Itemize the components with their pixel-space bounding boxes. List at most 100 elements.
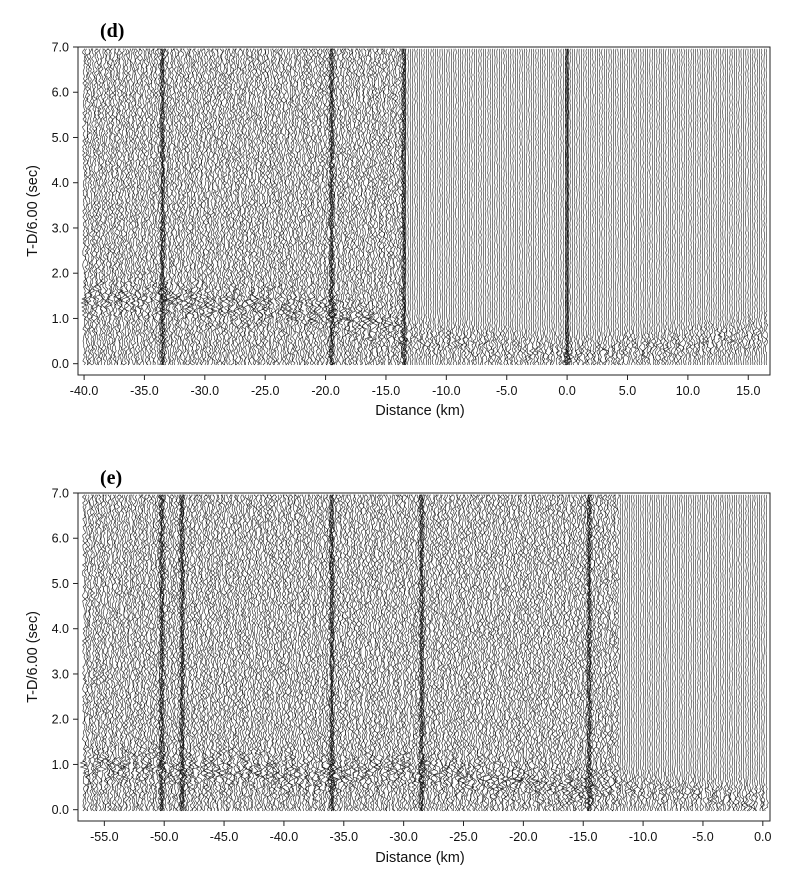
seismic-trace (729, 48, 735, 366)
seismic-trace (702, 48, 708, 366)
seismic-trace (723, 48, 728, 366)
seismic-trace (111, 494, 117, 812)
y-axis-title-d: T-D/6.00 (sec) (25, 165, 41, 257)
seismic-trace (492, 48, 497, 366)
seismic-trace (695, 48, 700, 366)
seismic-trace (681, 48, 687, 366)
seismic-trace (423, 494, 430, 812)
seismic-trace (265, 494, 274, 812)
seismic-trace (481, 494, 490, 812)
seismic-trace (167, 494, 175, 812)
seismic-trace (285, 494, 293, 812)
seismic-trace (762, 494, 766, 812)
seismic-trace (315, 494, 324, 812)
seismic-trace (257, 48, 266, 366)
seismic-trace (748, 494, 753, 812)
x-tick-label: -45.0 (210, 830, 239, 844)
seismic-trace (633, 494, 639, 812)
seismic-trace (507, 494, 515, 812)
seismic-trace (158, 494, 165, 812)
seismic-trace (209, 48, 218, 366)
seismic-trace (561, 494, 569, 812)
seismic-trace (661, 494, 666, 812)
seismic-trace (550, 494, 558, 812)
seismic-trace (105, 48, 113, 366)
seismic-trace (744, 494, 749, 812)
seismic-trace (118, 48, 124, 366)
seismic-trace (657, 494, 662, 812)
seismic-trace (150, 48, 155, 366)
seismic-trace (668, 48, 673, 366)
seismic-trace (140, 48, 146, 366)
seismic-trace (467, 48, 472, 366)
seismic-trace (369, 494, 378, 812)
seismic-trace (171, 48, 181, 366)
seismic-trace (419, 48, 425, 366)
seismic-trace (433, 48, 439, 366)
seismic-trace (539, 494, 546, 812)
seismic-trace (621, 494, 625, 812)
y-axis-title-e: T-D/6.00 (sec) (25, 611, 41, 703)
seismic-trace (423, 48, 429, 366)
seismic-trace (638, 494, 644, 812)
seismic-trace (145, 48, 151, 366)
seismic-trace (247, 494, 254, 812)
seismic-trace (449, 48, 453, 366)
seismic-trace (219, 48, 226, 366)
seismic-trace (273, 48, 280, 366)
seismic-trace (262, 48, 271, 366)
seismic-trace (373, 48, 380, 366)
seismic-trace (337, 48, 344, 366)
seismic-trace (570, 48, 575, 366)
seismic-trace (764, 48, 769, 366)
seismic-trace (375, 494, 382, 812)
seismic-trace (513, 48, 518, 366)
seismic-trace (111, 48, 118, 366)
seismic-trace (318, 48, 325, 366)
seismic-trace (437, 494, 444, 812)
seismic-trace (238, 48, 245, 366)
seismic-trace (106, 494, 115, 812)
x-tick-label: -35.0 (130, 384, 159, 398)
seismic-trace (711, 48, 716, 366)
seismic-trace (737, 48, 741, 366)
seismic-trace (348, 494, 355, 812)
seismic-trace (455, 494, 462, 812)
seismic-trace (131, 48, 138, 366)
seismic-trace (184, 494, 193, 812)
seismic-trace (406, 494, 414, 812)
plot-frame-d (77, 46, 771, 376)
seismic-trace (442, 48, 446, 366)
seismic-trace (194, 48, 203, 366)
seismic-trace (162, 494, 169, 812)
seismic-trace (116, 494, 126, 812)
seismic-trace (544, 494, 552, 812)
seismic-trace (297, 48, 304, 366)
seismic-trace (363, 48, 372, 366)
seismic-trace (312, 494, 321, 812)
seismic-trace (352, 494, 360, 812)
seismic-trace (490, 494, 496, 812)
seismic-trace (345, 48, 355, 366)
seismic-trace (181, 494, 189, 812)
seismic-trace (141, 48, 149, 366)
seismic-trace (510, 494, 516, 812)
seismic-trace (199, 48, 207, 366)
panel-e: (e) -55.0 -50.0 -45.0 -40.0 -35.0 -30.0 -25.0-… (25, 467, 772, 866)
seismic-trace (493, 494, 501, 812)
seismic-trace (398, 48, 406, 366)
seismic-trace (620, 48, 626, 366)
seismic-trace (479, 494, 487, 812)
seismic-trace (476, 48, 481, 366)
seismic-trace (281, 494, 288, 812)
seismic-trace (419, 494, 427, 812)
seismic-trace (177, 494, 183, 812)
seismic-trace (564, 48, 570, 366)
seismic-trace (469, 494, 477, 812)
seismic-trace (146, 48, 154, 366)
seismic-trace (357, 48, 364, 366)
y-tick-label: 0.0 (52, 357, 69, 371)
seismic-trace (251, 48, 259, 366)
seismic-trace (267, 48, 274, 366)
seismic-trace (181, 48, 189, 366)
